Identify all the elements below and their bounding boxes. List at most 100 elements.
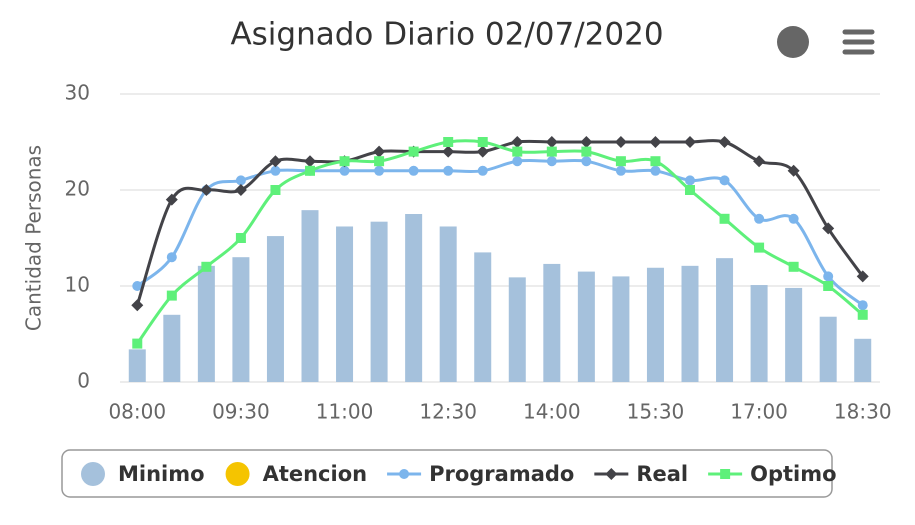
- bar: [785, 287, 803, 382]
- x-tick-label: 08:00: [108, 400, 166, 424]
- bar: [163, 314, 181, 382]
- marker: [443, 137, 454, 147]
- marker: [580, 136, 593, 148]
- marker: [823, 271, 834, 282]
- series-line: [136, 158, 864, 307]
- marker: [787, 164, 800, 177]
- x-tick-label: 15:30: [627, 400, 685, 424]
- legend-label: Optimo: [750, 462, 836, 486]
- bar: [128, 349, 146, 382]
- marker: [546, 146, 557, 157]
- bar: [646, 267, 664, 382]
- x-tick-label: 17:00: [730, 400, 788, 424]
- marker: [720, 469, 731, 479]
- marker: [788, 213, 799, 224]
- marker: [477, 165, 488, 176]
- marker: [650, 156, 661, 167]
- marker: [132, 338, 143, 349]
- marker: [685, 175, 695, 186]
- marker: [408, 165, 419, 176]
- marker: [685, 185, 695, 195]
- bar: [612, 276, 630, 382]
- marker: [545, 136, 558, 148]
- marker: [581, 156, 592, 167]
- marker: [408, 146, 419, 157]
- marker: [615, 156, 626, 167]
- marker: [753, 155, 766, 168]
- marker: [442, 145, 455, 158]
- marker: [477, 137, 488, 147]
- legend-swatch: [225, 462, 250, 486]
- bar: [819, 316, 837, 382]
- marker: [270, 165, 281, 176]
- marker: [339, 165, 350, 176]
- marker: [823, 281, 834, 291]
- x-tick-label: 12:30: [419, 400, 477, 424]
- bar: [439, 226, 457, 382]
- marker: [788, 261, 799, 272]
- marker: [166, 290, 177, 301]
- marker: [511, 136, 524, 148]
- marker: [649, 136, 662, 148]
- bar: [750, 285, 768, 382]
- marker: [754, 213, 765, 224]
- marker: [476, 145, 489, 158]
- legend-item[interactable]: Programado: [387, 462, 574, 486]
- y-tick-label: 10: [65, 273, 90, 297]
- bar: [508, 277, 526, 382]
- menu-icon[interactable]: [842, 29, 875, 55]
- marker: [684, 136, 696, 148]
- legend-item[interactable]: Atencion: [225, 462, 368, 486]
- y-tick-label: 30: [65, 81, 90, 105]
- marker: [339, 156, 350, 167]
- marker: [374, 156, 385, 167]
- marker: [374, 165, 385, 176]
- y-tick-label: 0: [77, 369, 90, 393]
- marker: [512, 146, 523, 157]
- chart-title: Asignado Diario 02/07/2020: [230, 17, 663, 53]
- bar: [301, 210, 319, 382]
- series-line: [135, 139, 864, 306]
- legend-item[interactable]: Real: [594, 462, 688, 486]
- bar: [266, 236, 284, 382]
- bar: [370, 221, 388, 382]
- legend-swatch: [81, 462, 105, 486]
- marker: [270, 185, 281, 195]
- marker: [718, 136, 731, 148]
- x-tick-label: 14:00: [523, 400, 581, 424]
- bar: [336, 226, 354, 382]
- marker: [857, 309, 868, 320]
- legend-label: Real: [636, 462, 688, 486]
- marker: [132, 281, 143, 291]
- legend-label: Atencion: [263, 462, 368, 486]
- marker: [131, 299, 144, 312]
- marker: [399, 469, 410, 479]
- legend-item[interactable]: Minimo: [81, 462, 205, 486]
- x-tick-label: 11:00: [316, 400, 374, 424]
- marker: [719, 213, 730, 224]
- legend-label: Programado: [429, 462, 574, 486]
- marker: [857, 300, 868, 311]
- bar: [577, 271, 595, 382]
- marker: [546, 156, 557, 167]
- bar: [474, 252, 492, 382]
- marker: [443, 165, 454, 176]
- context-dot[interactable]: [777, 26, 809, 58]
- bar: [854, 338, 872, 382]
- marker: [166, 252, 177, 263]
- bar: [681, 265, 699, 382]
- marker: [650, 165, 661, 176]
- legend-item[interactable]: Optimo: [708, 462, 837, 486]
- marker: [856, 270, 869, 283]
- marker: [822, 222, 835, 235]
- series-line: [136, 139, 864, 345]
- bar: [197, 265, 215, 382]
- bar: [405, 214, 423, 382]
- marker: [754, 242, 765, 253]
- marker: [269, 155, 282, 168]
- y-axis-label: Cantidad Personas: [22, 145, 46, 331]
- bar: [543, 263, 561, 382]
- marker: [201, 261, 212, 272]
- legend-label: Minimo: [118, 462, 205, 486]
